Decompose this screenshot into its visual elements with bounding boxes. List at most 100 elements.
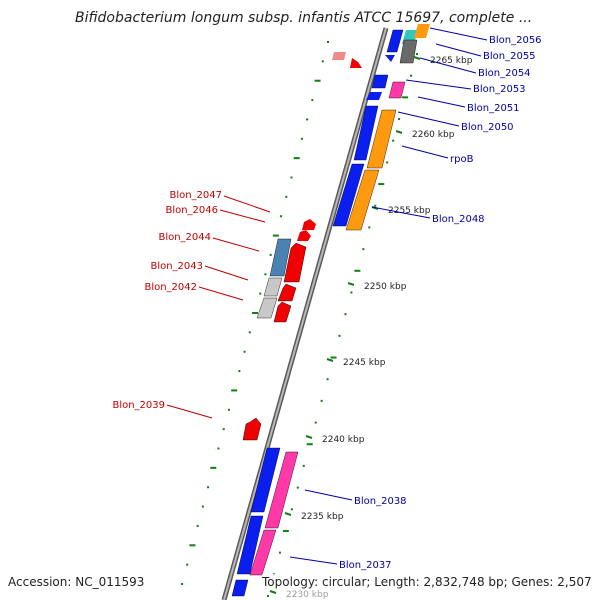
gc-dot — [227, 408, 230, 411]
gene-blon-2053b[interactable] — [388, 81, 406, 99]
label-leader-line — [289, 556, 338, 565]
gc-dot — [330, 356, 337, 359]
gc-dot — [267, 595, 269, 597]
gene-blon-2043[interactable] — [283, 242, 307, 283]
gene-top-salmon[interactable] — [332, 52, 346, 60]
label-leader-line — [417, 96, 466, 108]
label-leader-line — [419, 57, 477, 74]
gene-blon-2042-grey[interactable] — [263, 277, 283, 297]
gene-labels: Blon_2056 Blon_2055 Blon_2054 Blon_2053 Blon… — [112, 27, 542, 571]
tick-mark — [284, 512, 292, 516]
gene-blon-2037-blue[interactable] — [236, 515, 264, 575]
gene-red-lower[interactable] — [273, 301, 292, 323]
tick-label: 2245 kbp — [343, 358, 386, 368]
label-leader-line — [435, 43, 482, 57]
gc-dot — [231, 389, 238, 392]
gene-label-blon-2046[interactable]: Blon_2046 — [165, 205, 218, 216]
gc-dot — [259, 292, 262, 295]
gene-blon-2042[interactable] — [277, 283, 297, 302]
gc-dot — [314, 79, 321, 82]
label-leader-line — [401, 145, 449, 159]
gc-dot — [285, 195, 288, 198]
label-leader-line — [371, 206, 431, 219]
gene-label-blon-2043[interactable]: Blon_2043 — [150, 261, 203, 272]
tick-label: 2265 kbp — [430, 56, 473, 66]
gene-blon-2048[interactable] — [345, 169, 380, 231]
gene-blon-2038-blue[interactable] — [250, 447, 281, 513]
gene-label-blon-2039[interactable]: Blon_2039 — [112, 400, 165, 411]
label-leader-line — [166, 404, 213, 419]
gene-blon-2050[interactable] — [353, 105, 379, 161]
label-leader-line — [212, 237, 260, 252]
gene-label-blon-2053[interactable]: Blon_2053 — [473, 84, 526, 95]
gc-dot — [210, 466, 217, 469]
gene-blon-2051[interactable] — [366, 92, 382, 100]
gc-dot — [207, 486, 210, 489]
tick-mark — [326, 358, 334, 362]
gene-label-blon-2048[interactable]: Blon_2048 — [432, 214, 485, 225]
gc-dot — [344, 313, 347, 316]
gc-dot — [293, 157, 300, 160]
gc-dot — [306, 118, 309, 121]
gene-label-rpob[interactable]: rpoB — [450, 154, 474, 165]
gc-dot — [354, 269, 361, 272]
tick-mark — [305, 435, 313, 439]
gene-blon-2047[interactable] — [302, 219, 316, 230]
gc-dot — [189, 544, 196, 547]
gc-dot — [280, 215, 283, 218]
gene-bottom-blue[interactable] — [231, 579, 249, 597]
gene-label-blon-2038[interactable]: Blon_2038 — [354, 496, 407, 507]
gene-label-blon-2056[interactable]: Blon_2056 — [489, 35, 542, 46]
genome-backbone-highlight — [223, 27, 387, 600]
gc-dot — [264, 273, 267, 276]
gene-label-blon-2050[interactable]: Blon_2050 — [461, 122, 514, 133]
gene-blon-2038[interactable] — [264, 451, 299, 529]
gc-dot — [290, 508, 293, 511]
gene-blon-2039[interactable] — [242, 417, 262, 441]
gc-dot — [320, 399, 323, 402]
gene-rpob[interactable] — [366, 109, 397, 169]
gene-blon-2055b[interactable] — [414, 24, 430, 38]
map-title: Bifidobacterium longum subsp. infantis A… — [75, 10, 532, 26]
gene-blon-2046[interactable] — [297, 230, 311, 241]
tick-mark — [347, 282, 355, 286]
gene-blon-2044[interactable] — [269, 238, 292, 277]
gene-blon-2048-blue[interactable] — [332, 163, 365, 227]
label-leader-line — [429, 27, 488, 41]
gene-blon-2054-arrow[interactable] — [385, 55, 395, 62]
gene-blon-2054[interactable] — [399, 39, 418, 64]
gc-dot — [338, 334, 341, 337]
gc-dot — [269, 253, 272, 256]
gc-dot — [217, 447, 220, 450]
gc-dot — [306, 443, 313, 446]
gene-label-blon-2044[interactable]: Blon_2044 — [158, 232, 211, 243]
gc-dot — [196, 524, 199, 527]
gc-dot — [243, 350, 246, 353]
gene-top-red[interactable] — [350, 58, 362, 68]
gene-label-blon-2051[interactable]: Blon_2051 — [467, 103, 520, 114]
gc-dot — [238, 370, 241, 373]
gc-dot — [272, 234, 279, 237]
gene-label-blon-2055[interactable]: Blon_2055 — [483, 51, 536, 62]
gene-blon-2053[interactable] — [371, 74, 389, 89]
label-leader-line — [204, 265, 249, 281]
gc-dot — [327, 41, 329, 43]
gc-dot — [181, 583, 183, 585]
gene-label-blon-2047[interactable]: Blon_2047 — [169, 190, 222, 201]
tick-mark — [413, 56, 421, 60]
gene-label-blon-2054[interactable]: Blon_2054 — [478, 68, 531, 79]
gc-dot — [302, 464, 305, 467]
gc-dot — [186, 563, 189, 566]
gene-label-blon-2042[interactable]: Blon_2042 — [144, 282, 197, 293]
gene-blon-2056[interactable] — [386, 29, 404, 53]
gc-dot — [321, 60, 324, 63]
gene-grey-lower[interactable] — [256, 297, 278, 319]
gc-dot — [222, 428, 225, 431]
gene-label-blon-2037[interactable]: Blon_2037 — [339, 560, 392, 571]
label-leader-line — [223, 195, 271, 213]
gc-dot — [362, 248, 365, 251]
gc-dot — [326, 378, 329, 381]
gc-dot — [252, 312, 258, 314]
label-leader-line — [219, 209, 266, 223]
